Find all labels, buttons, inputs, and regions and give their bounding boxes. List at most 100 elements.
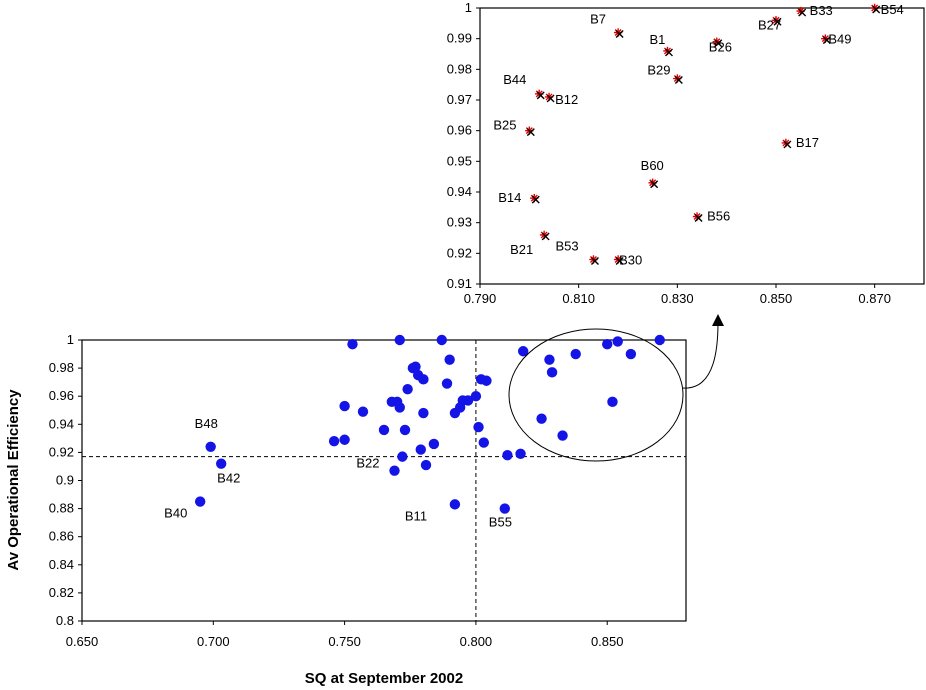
main-data-point <box>418 407 429 419</box>
inset-x-tick-label: 0.790 <box>464 291 497 306</box>
main-data-point <box>357 406 369 417</box>
inset-x-tick-label: 0.850 <box>760 291 793 306</box>
inset-data-point <box>539 230 550 241</box>
inset-data-point <box>692 212 703 223</box>
main-y-tick-label: 0.96 <box>49 388 74 403</box>
main-data-point <box>481 375 492 386</box>
main-point-labels: B40 B48 B42 B22 B11 B55 <box>164 416 512 530</box>
inset-data-point <box>648 178 659 189</box>
main-point-label: B48 <box>195 416 218 431</box>
main-y-tick-label: 0.98 <box>49 360 74 375</box>
inset-y-tick-label: 0.98 <box>447 61 472 76</box>
main-data-point <box>194 496 206 507</box>
main-data-point <box>205 441 216 452</box>
inset-data-point <box>821 34 831 45</box>
inset-data-point <box>870 3 881 14</box>
inset-point-label: B60 <box>641 158 664 173</box>
inset-point-label: B54 <box>881 2 904 17</box>
main-data-point <box>347 339 358 350</box>
inset-data-point <box>673 74 683 85</box>
inset-point-label: B53 <box>555 238 578 253</box>
y-axis-title: Av Operational Efficiency <box>5 389 22 571</box>
inset-data-point <box>530 193 540 204</box>
main-y-tick-label: 0.84 <box>49 557 74 572</box>
inset-data-point <box>525 126 535 137</box>
main-data-point <box>570 348 581 360</box>
main-data-point <box>397 451 408 462</box>
inset-point-label: B33 <box>810 3 833 18</box>
main-data-point <box>402 383 413 395</box>
inset-y-tick-label: 1 <box>465 0 472 15</box>
main-data-point <box>410 361 421 372</box>
main-y-tick-label: 0.8 <box>56 613 74 628</box>
highlight-ellipse <box>508 328 684 462</box>
inset-point-label: B17 <box>796 135 819 150</box>
main-data-point <box>378 424 390 436</box>
inset-y-tick-label: 0.94 <box>447 184 472 199</box>
main-point-label: B11 <box>405 508 427 523</box>
main-data-point <box>470 391 482 402</box>
inset-point-labels: B7 B1 B26 B29 B44 B12 B25 B27 B33 B54 B49 B17 B60 B14… <box>493 2 903 267</box>
main-data-point <box>418 374 429 385</box>
inset-data-point <box>663 46 673 57</box>
main-x-tick-label: 0.750 <box>328 634 361 649</box>
inset-y-tick-label: 0.91 <box>447 276 472 291</box>
main-point-label: B42 <box>217 471 240 486</box>
main-scatter-chart: 0.80.820.840.860.880.90.920.940.960.981 … <box>5 314 724 687</box>
callout-arrow <box>682 321 719 389</box>
main-data-point <box>389 465 400 476</box>
inset-point-label: B27 <box>758 17 781 32</box>
main-data-point <box>328 435 340 447</box>
callout-arrow-head <box>712 314 724 326</box>
main-y-tick-label: 0.86 <box>49 529 74 544</box>
inset-scatter-chart: 0.91 0.92 0.93 0.94 0.95 0.96 0.97 0.98 0.99 1 0.… <box>447 0 925 306</box>
inset-data-point <box>535 89 545 100</box>
inset-data-point <box>589 255 599 265</box>
main-data-points <box>194 334 665 514</box>
inset-data-point <box>613 28 624 39</box>
main-y-tick-label: 0.92 <box>49 444 74 459</box>
main-data-point <box>473 421 484 433</box>
inset-point-label: B21 <box>510 242 533 257</box>
main-data-point <box>546 367 558 378</box>
main-data-point <box>478 437 489 448</box>
main-data-point <box>499 503 510 514</box>
main-data-point <box>415 444 426 455</box>
main-data-point <box>557 430 568 441</box>
main-data-point <box>536 413 547 424</box>
inset-data-point <box>781 138 792 149</box>
main-data-point <box>625 348 637 360</box>
main-data-point <box>612 336 623 347</box>
inset-x-axis: 0.790 0.810 0.830 0.850 0.870 <box>464 284 891 306</box>
main-point-label: B55 <box>489 515 512 530</box>
inset-y-tick-label: 0.96 <box>447 123 472 138</box>
main-y-tick-label: 0.9 <box>56 473 74 488</box>
inset-data-point <box>712 37 723 48</box>
inset-y-tick-label: 0.95 <box>447 153 472 168</box>
inset-y-tick-label: 0.97 <box>447 92 472 107</box>
main-data-point <box>654 334 665 346</box>
inset-x-tick-label: 0.810 <box>562 291 595 306</box>
main-data-point <box>399 424 411 436</box>
inset-data-point <box>771 16 782 26</box>
main-point-label: B40 <box>164 506 187 521</box>
main-data-point <box>449 499 461 510</box>
inset-x-tick-label: 0.870 <box>858 291 891 306</box>
main-data-point <box>544 354 555 365</box>
main-data-point <box>517 346 529 357</box>
main-reference-lines <box>82 340 686 621</box>
inset-x-tick-label: 0.830 <box>661 291 694 306</box>
inset-data-point <box>796 6 807 17</box>
inset-y-tick-label: 0.93 <box>447 215 472 230</box>
main-data-point <box>339 434 350 445</box>
main-x-tick-label: 0.850 <box>591 634 624 649</box>
inset-plot-frame <box>479 7 925 285</box>
main-data-point <box>441 378 453 389</box>
inset-point-label: B12 <box>555 92 578 107</box>
inset-y-axis: 0.91 0.92 0.93 0.94 0.95 0.96 0.97 0.98 0.99 1 <box>447 0 480 291</box>
main-data-point <box>428 438 440 450</box>
main-data-point <box>394 334 405 346</box>
main-plot-frame <box>81 339 687 622</box>
main-data-point <box>436 334 447 346</box>
